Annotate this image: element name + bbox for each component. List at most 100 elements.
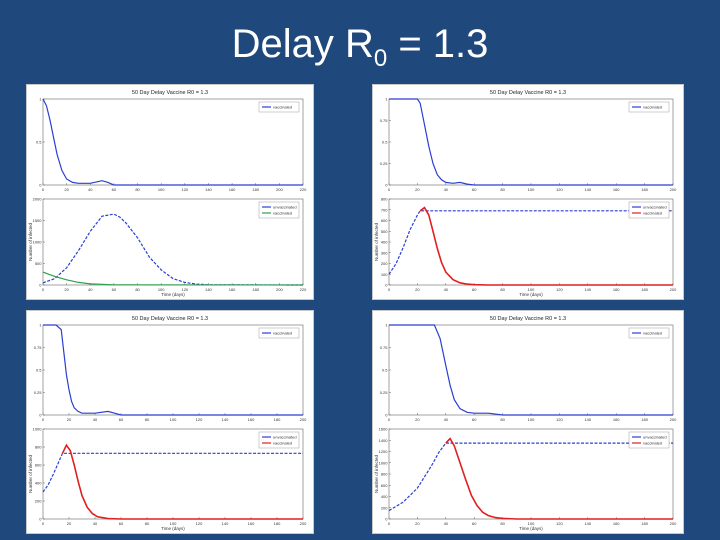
legend-box bbox=[258, 431, 300, 449]
x-axis-label: Time (days) bbox=[161, 526, 185, 531]
series-line-vaccinated bbox=[389, 324, 673, 416]
x-tick-label: 200 bbox=[670, 287, 677, 292]
x-tick-label: 80 bbox=[145, 417, 150, 422]
x-tick-label: 20 bbox=[415, 521, 420, 526]
x-tick-label: 140 bbox=[205, 187, 212, 192]
subplot-1: 0 20 40 60 80 100 120 140 160 180 200 0 0.25 0.5 0.75 1… bbox=[34, 323, 307, 423]
x-tick-label: 100 bbox=[528, 187, 535, 192]
x-tick-label: 100 bbox=[170, 521, 177, 526]
x-tick-label: 40 bbox=[93, 521, 98, 526]
legend-box bbox=[628, 101, 670, 113]
x-tick-label: 220 bbox=[300, 187, 307, 192]
y-tick-label: 200 bbox=[381, 261, 388, 266]
series-line-vaccinated bbox=[42, 98, 303, 186]
y-tick-label: 800 bbox=[381, 197, 388, 202]
legend-label: vaccinated bbox=[273, 105, 292, 110]
figure-svg-top-right: 50 Day Delay Vaccine R0 = 1.30 20 40 60 80 10… bbox=[374, 90, 677, 297]
y-tick-label: 0.25 bbox=[380, 390, 389, 395]
subplot-1: 0 20 40 60 80 100 120 140 160 180 200 0 0.25 0.5 0.75 1… bbox=[380, 323, 677, 423]
x-tick-label: 60 bbox=[472, 521, 477, 526]
x-tick-label: 200 bbox=[276, 187, 283, 192]
y-axis-label: Number of infected bbox=[374, 454, 379, 493]
x-tick-label: 0 bbox=[42, 187, 45, 192]
figure-title: 50 Day Delay Vaccine R0 = 1.3 bbox=[490, 90, 566, 96]
legend-label: unvaccinated bbox=[273, 435, 297, 440]
plot-frame bbox=[42, 98, 304, 186]
slide-title: Delay R0 = 1.3 bbox=[0, 22, 720, 73]
x-tick-label: 160 bbox=[613, 187, 620, 192]
y-tick-label: 1 bbox=[385, 97, 388, 102]
figure-panel-top-right: 50 Day Delay Vaccine R0 = 1.3 0 20 40 60 80 10… bbox=[372, 84, 684, 300]
subplot-2: 0 20 40 60 80 100 120 140 160 180 200 220 0 500 1000 15… bbox=[28, 197, 307, 298]
x-tick-label: 100 bbox=[170, 417, 177, 422]
x-tick-label: 180 bbox=[641, 187, 648, 192]
x-axis-label: Time (days) bbox=[161, 292, 185, 297]
x-tick-label: 120 bbox=[556, 417, 563, 422]
y-tick-label: 1 bbox=[385, 323, 388, 328]
y-tick-label: 0.75 bbox=[34, 345, 43, 350]
x-tick-label: 20 bbox=[415, 187, 420, 192]
legend-label: vaccinated bbox=[273, 211, 292, 216]
figure-svg-top-left: 50 Day Delay Vaccine R0 = 1.30 20 40 60 80 10… bbox=[28, 90, 307, 298]
y-tick-label: 1 bbox=[39, 323, 42, 328]
figure-panel-bottom-left: 50 Day Delay Vaccine R0 = 1.3 0 20 40 60 80 10… bbox=[26, 310, 314, 534]
x-tick-label: 140 bbox=[584, 287, 591, 292]
x-tick-label: 100 bbox=[528, 521, 535, 526]
x-tick-label: 60 bbox=[112, 187, 117, 192]
x-tick-label: 140 bbox=[584, 521, 591, 526]
legend-label: vaccinated bbox=[643, 331, 662, 336]
subplot-2: 0 20 40 60 80 100 120 140 160 180 200 0 200 400 600 800… bbox=[28, 427, 307, 532]
legend-label: vaccinated bbox=[643, 441, 662, 446]
x-tick-label: 160 bbox=[229, 287, 236, 292]
legend-box bbox=[258, 101, 300, 113]
slide-title-subscript: 0 bbox=[373, 45, 388, 72]
x-tick-label: 120 bbox=[181, 287, 188, 292]
legend: vaccinated bbox=[628, 327, 670, 339]
x-tick-label: 0 bbox=[388, 187, 391, 192]
legend-label: unvaccinated bbox=[643, 435, 667, 440]
y-tick-label: 2000 bbox=[33, 197, 43, 202]
x-tick-label: 80 bbox=[135, 187, 140, 192]
y-tick-label: 1 bbox=[39, 97, 42, 102]
x-tick-label: 20 bbox=[67, 417, 72, 422]
y-tick-label: 600 bbox=[35, 463, 42, 468]
slide-title-rest: = 1.3 bbox=[387, 22, 489, 66]
y-axis-label: Number of infected bbox=[374, 222, 379, 261]
y-tick-label: 0 bbox=[385, 183, 388, 188]
y-tick-label: 0.5 bbox=[382, 368, 388, 373]
x-tick-label: 0 bbox=[42, 521, 45, 526]
y-tick-label: 0.25 bbox=[34, 390, 43, 395]
legend-label: vaccinated bbox=[643, 105, 662, 110]
y-tick-label: 1600 bbox=[379, 427, 389, 432]
series-line-vaccinated bbox=[61, 443, 303, 520]
x-tick-label: 160 bbox=[613, 287, 620, 292]
x-tick-label: 40 bbox=[444, 521, 449, 526]
y-tick-label: 400 bbox=[35, 481, 42, 486]
x-tick-label: 100 bbox=[528, 287, 535, 292]
legend-box bbox=[628, 431, 670, 449]
y-tick-label: 600 bbox=[381, 483, 388, 488]
x-tick-label: 180 bbox=[274, 521, 281, 526]
x-tick-label: 60 bbox=[112, 287, 117, 292]
x-tick-label: 100 bbox=[158, 187, 165, 192]
x-tick-label: 180 bbox=[274, 417, 281, 422]
y-tick-label: 0.75 bbox=[380, 345, 389, 350]
y-tick-label: 700 bbox=[381, 207, 388, 212]
legend-box bbox=[628, 201, 670, 219]
legend-label: vaccinated bbox=[273, 441, 292, 446]
x-axis-label: Time (days) bbox=[519, 292, 543, 297]
legend-box bbox=[258, 327, 300, 339]
y-tick-label: 500 bbox=[381, 229, 388, 234]
y-tick-label: 400 bbox=[381, 494, 388, 499]
legend: vaccinated bbox=[628, 101, 670, 113]
x-tick-label: 40 bbox=[88, 187, 93, 192]
y-tick-label: 0.25 bbox=[380, 161, 389, 166]
legend-label: vaccinated bbox=[273, 331, 292, 336]
x-tick-label: 180 bbox=[252, 187, 259, 192]
x-tick-label: 140 bbox=[205, 287, 212, 292]
x-tick-label: 80 bbox=[500, 187, 505, 192]
x-tick-label: 200 bbox=[670, 417, 677, 422]
x-tick-label: 180 bbox=[641, 417, 648, 422]
